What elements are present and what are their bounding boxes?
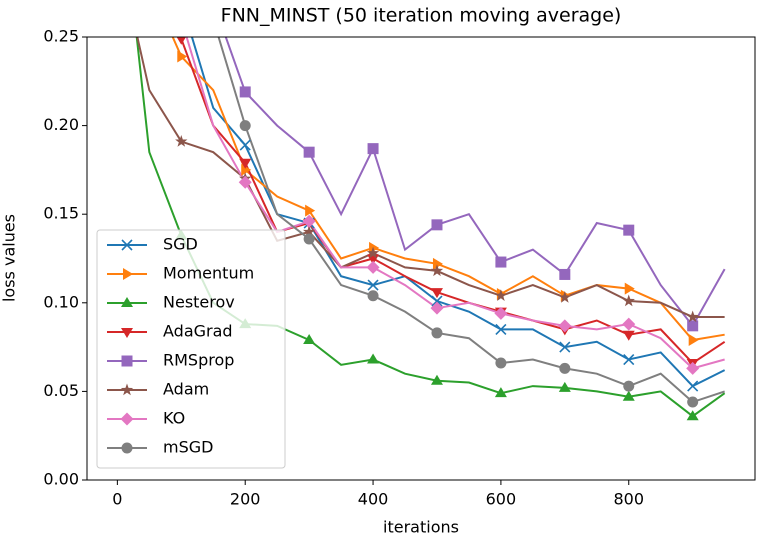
y-tick-label: 0.20 xyxy=(43,115,79,134)
marker xyxy=(366,246,380,259)
marker xyxy=(431,219,443,231)
x-tick-label: 200 xyxy=(230,490,261,509)
marker xyxy=(622,317,636,331)
series-line xyxy=(217,37,725,404)
legend-box xyxy=(96,229,286,469)
marker xyxy=(624,282,635,295)
marker xyxy=(367,353,380,364)
legend-label: Nesterov xyxy=(163,293,235,312)
marker xyxy=(494,306,508,320)
x-tick-label: 800 xyxy=(613,490,644,509)
legend-label: KO xyxy=(163,409,185,428)
legend-label: mSGD xyxy=(163,438,213,457)
marker xyxy=(367,290,379,302)
y-tick-label: 0.25 xyxy=(43,27,79,46)
marker xyxy=(238,175,252,189)
marker xyxy=(176,0,186,7)
marker xyxy=(305,204,316,217)
marker xyxy=(622,390,635,401)
marker xyxy=(494,289,508,301)
marker xyxy=(623,224,635,236)
marker xyxy=(687,396,699,408)
marker xyxy=(686,361,700,375)
marker xyxy=(239,158,252,169)
y-tick-label: 0.10 xyxy=(43,292,79,311)
marker xyxy=(687,320,699,332)
marker xyxy=(430,374,443,385)
marker xyxy=(688,334,699,347)
marker xyxy=(367,143,379,155)
marker xyxy=(559,268,571,280)
marker xyxy=(623,353,635,366)
x-tick-label: 600 xyxy=(486,490,517,509)
marker xyxy=(559,341,571,353)
series-line xyxy=(190,37,726,388)
marker xyxy=(121,355,133,367)
marker xyxy=(239,86,251,98)
marker xyxy=(558,381,571,392)
marker xyxy=(175,13,188,26)
marker xyxy=(121,297,133,307)
marker xyxy=(121,442,133,454)
marker xyxy=(559,362,571,374)
marker xyxy=(302,214,316,228)
marker xyxy=(687,380,699,392)
series-line xyxy=(136,37,725,318)
marker xyxy=(558,319,572,333)
x-tick-label: 400 xyxy=(358,490,389,509)
marker xyxy=(239,139,251,151)
legend-label: AdaGrad xyxy=(163,322,233,341)
y-axis-label: loss values xyxy=(0,214,19,302)
marker xyxy=(175,135,188,147)
marker xyxy=(367,279,379,291)
legend-label: RMSprop xyxy=(163,351,234,370)
marker xyxy=(303,334,316,345)
series-line xyxy=(171,37,725,342)
marker xyxy=(303,233,315,245)
y-tick-label: 0.00 xyxy=(43,470,79,489)
x-tick-label: 0 xyxy=(112,490,122,509)
marker xyxy=(239,120,251,132)
marker xyxy=(432,257,443,270)
marker xyxy=(686,310,699,323)
legend-label: Momentum xyxy=(163,264,254,283)
legend: SGD Momentum Nesterov AdaGrad RMSprop Adam KO m… xyxy=(96,229,286,469)
marker xyxy=(686,410,699,421)
marker xyxy=(558,290,572,303)
plot-frame xyxy=(86,36,756,481)
chart-title: FNN_MINST (50 iteration moving average) xyxy=(221,5,622,27)
marker xyxy=(431,327,443,339)
marker xyxy=(430,301,444,315)
plot-area xyxy=(135,0,726,421)
marker xyxy=(120,383,134,396)
marker xyxy=(623,380,635,392)
marker xyxy=(176,37,186,45)
marker xyxy=(121,328,133,338)
marker xyxy=(121,239,133,251)
marker xyxy=(622,294,635,307)
marker xyxy=(123,268,133,280)
marker xyxy=(241,163,252,176)
marker xyxy=(494,387,507,398)
marker xyxy=(430,264,444,277)
x-axis-label: iterations xyxy=(383,518,459,537)
marker xyxy=(495,323,507,335)
legend-label: Adam xyxy=(163,380,209,399)
marker xyxy=(495,256,507,268)
marker xyxy=(430,288,443,299)
marker xyxy=(303,146,315,158)
series-line xyxy=(179,37,726,365)
marker xyxy=(431,295,443,307)
legend-label: SGD xyxy=(163,235,198,254)
marker xyxy=(177,50,188,63)
marker xyxy=(120,412,134,426)
marker xyxy=(495,357,507,369)
y-tick-label: 0.15 xyxy=(43,204,79,223)
marker xyxy=(366,260,380,274)
marker xyxy=(622,330,635,341)
marker xyxy=(302,225,316,238)
marker xyxy=(369,241,380,254)
y-tick-label: 0.05 xyxy=(43,381,79,400)
